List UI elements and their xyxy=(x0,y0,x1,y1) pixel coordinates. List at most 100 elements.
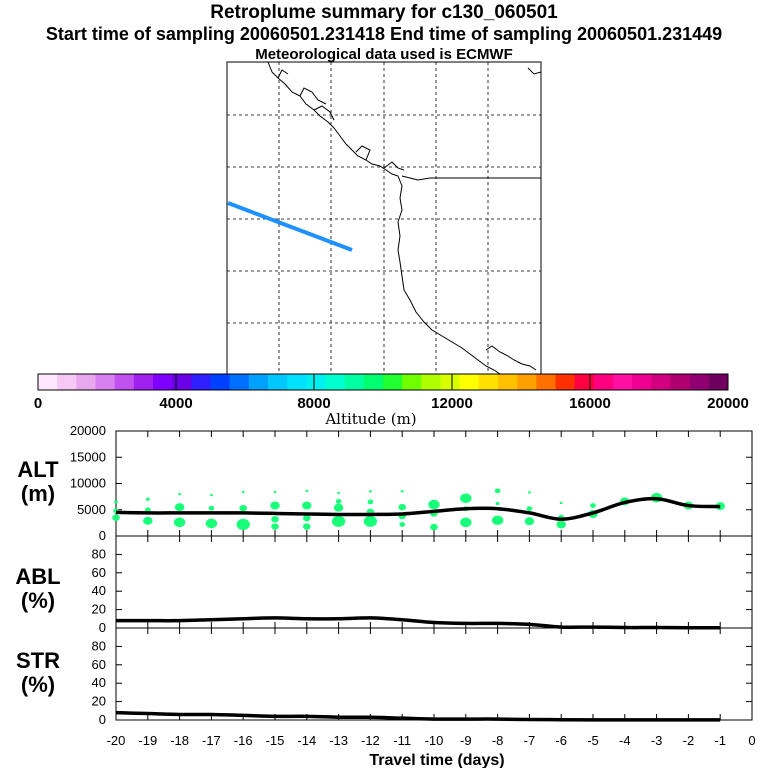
abl-series-line xyxy=(115,616,721,630)
altitude-cluster xyxy=(495,501,500,506)
x-tick-label: -15 xyxy=(266,733,285,748)
x-tick-label: 0 xyxy=(748,733,755,748)
altitude-cluster xyxy=(145,497,150,501)
colorbar-cell xyxy=(95,374,116,390)
abl-frame xyxy=(115,535,753,629)
altitude-cluster xyxy=(331,515,346,527)
altitude-cluster xyxy=(114,500,118,504)
x-tick-labels: -20 -19 -18 -17 -16 -15 -14 -13 -12 -11 -10 -9 -8 -7-… xyxy=(107,733,756,748)
x-tick-label: -17 xyxy=(202,733,221,748)
coast-fragment xyxy=(527,67,542,75)
meteo-source: Meteorological data used is ECMWF xyxy=(255,46,513,63)
x-tick-label: -19 xyxy=(138,733,157,748)
altitude-cluster xyxy=(335,498,342,504)
str-ytick-label: 0 xyxy=(99,712,106,727)
colorbar-cell xyxy=(574,374,595,390)
altitude-cluster xyxy=(302,501,312,510)
str-ytick-label: 80 xyxy=(92,638,106,653)
altitude-cluster xyxy=(363,515,378,527)
altitude-cluster xyxy=(590,503,596,508)
altitude-cluster xyxy=(399,522,406,527)
x-tick-label: -13 xyxy=(329,733,348,748)
str-series-line xyxy=(115,710,721,722)
altitude-cluster xyxy=(337,491,341,495)
colorbar-cell xyxy=(383,374,403,390)
altitude-cluster xyxy=(174,503,185,512)
chart-title: Retroplume summary for c130_060501 xyxy=(210,2,558,23)
alt-ytick-label: 0 xyxy=(99,528,106,543)
panel-abl: ABL (%) xyxy=(15,535,753,629)
sampling-times: Start time of sampling 20060501.231418 E… xyxy=(45,24,723,44)
retroplume-trajectory xyxy=(227,201,353,252)
altitude-cluster xyxy=(527,491,531,494)
altitude-cluster xyxy=(526,506,533,512)
colorbar-tick-label: 8000 xyxy=(297,395,330,412)
altitude-cluster xyxy=(173,517,186,528)
colorbar-tick-label: 16000 xyxy=(569,395,611,412)
colorbar-title: Altitude (m) xyxy=(324,410,416,428)
colorbar-tick-label: 0 xyxy=(34,395,42,412)
abl-ytick-label: 60 xyxy=(92,565,106,580)
x-tick-label: -11 xyxy=(393,733,411,748)
altitude-cluster xyxy=(398,503,407,511)
altitude-cluster xyxy=(556,520,566,529)
alt-ytick-label: 20000 xyxy=(70,423,106,438)
x-tick-label: -3 xyxy=(651,733,663,748)
x-tick-label: -2 xyxy=(683,733,695,748)
altitude-cluster xyxy=(112,514,120,521)
altitude-cluster xyxy=(367,499,374,505)
x-tick-label: -18 xyxy=(170,733,189,748)
colorbar-cell xyxy=(76,374,96,390)
colorbar-cell xyxy=(114,374,135,390)
x-tick-label: -9 xyxy=(460,733,472,748)
altitude-cluster xyxy=(460,493,472,504)
str-ytick-label: 20 xyxy=(92,694,106,709)
colorbar-cell xyxy=(325,374,346,390)
colorbar-cell xyxy=(555,374,576,390)
colorbar-cell xyxy=(517,374,537,390)
colorbar-cell xyxy=(229,374,250,390)
colorbar-cell xyxy=(478,374,499,390)
colorbar-cell xyxy=(153,374,173,390)
colorbar-cell xyxy=(708,374,729,390)
colorbar-cell xyxy=(268,374,288,390)
altitude-cluster xyxy=(208,505,215,511)
coast-inlet xyxy=(383,161,405,171)
coast-island xyxy=(277,69,289,79)
colorbar-cell xyxy=(459,374,480,390)
str-unit-label: (%) xyxy=(21,672,55,697)
coast-island xyxy=(299,87,327,105)
colorbar-cell xyxy=(440,374,461,390)
colorbar-cell xyxy=(651,374,671,390)
altitude-cluster xyxy=(143,516,153,525)
str-content: 0 20 40 60 80 xyxy=(92,628,753,727)
colorbar-cell xyxy=(632,374,652,390)
coast-island xyxy=(313,105,335,121)
alt-content: 0 5000 10000 15000 20000 xyxy=(70,423,753,543)
colorbar-cell xyxy=(536,374,556,390)
altitude-cluster xyxy=(271,516,279,523)
abl-ytick-label: 80 xyxy=(92,546,106,561)
abl-label: ABL xyxy=(15,564,60,589)
altitude-cluster xyxy=(559,501,563,505)
alt-ytick-label: 15000 xyxy=(70,449,106,464)
colorbar-cell xyxy=(670,374,691,390)
altitude-cluster xyxy=(524,517,535,526)
colorbar-cell xyxy=(172,374,192,390)
abl-unit-label: (%) xyxy=(21,588,55,613)
x-tick-label: -4 xyxy=(619,733,631,748)
map-panel xyxy=(226,61,542,375)
colorbar-tick-label: 12000 xyxy=(431,395,473,412)
colorbar-cell xyxy=(689,374,710,390)
coast-line xyxy=(267,61,501,375)
x-tick-label: -14 xyxy=(297,733,316,748)
colorbar-frame xyxy=(37,373,729,391)
x-tick-label: -12 xyxy=(361,733,380,748)
alt-ytick-label: 5000 xyxy=(77,502,106,517)
alt-ytick-label: 10000 xyxy=(70,476,106,491)
abl-ytick-label: 0 xyxy=(99,620,106,635)
colorbar: 0 4000 8000 12000 16000 20000 Altitude (m) xyxy=(34,373,749,428)
colorbar-cell xyxy=(133,374,154,390)
altitude-cluster xyxy=(430,523,438,531)
str-ytick-label: 60 xyxy=(92,657,106,672)
